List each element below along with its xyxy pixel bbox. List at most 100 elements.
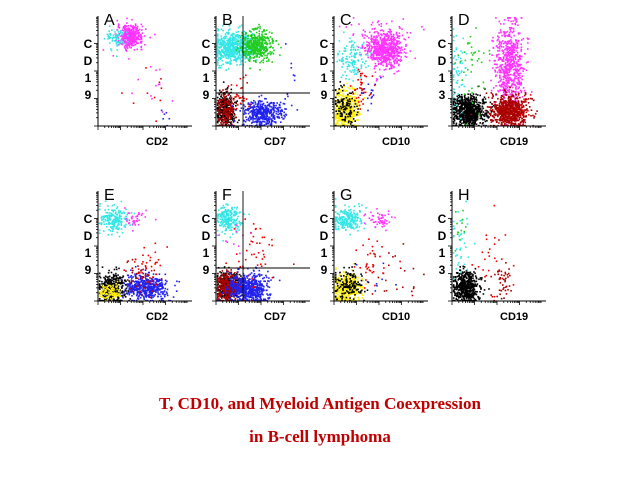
data-point: [353, 96, 356, 98]
data-point: [500, 66, 503, 69]
data-point: [456, 115, 459, 118]
data-point: [388, 47, 391, 49]
data-point: [339, 115, 342, 117]
data-point: [263, 29, 265, 31]
data-point: [109, 36, 112, 39]
data-point: [364, 74, 366, 77]
data-point: [124, 25, 126, 28]
data-point: [388, 52, 390, 55]
data-point: [346, 82, 348, 85]
data-point: [507, 68, 509, 71]
data-point: [254, 39, 257, 41]
data-point: [116, 29, 119, 32]
data-point: [290, 67, 293, 69]
data-point: [258, 112, 260, 114]
data-point: [517, 76, 520, 79]
data-point: [277, 111, 279, 113]
data-point: [219, 39, 221, 42]
data-point: [246, 44, 249, 46]
data-point: [518, 68, 521, 71]
data-point: [388, 58, 391, 60]
data-point: [518, 55, 521, 58]
data-point: [525, 69, 528, 72]
data-point: [136, 48, 139, 51]
data-point: [222, 115, 224, 117]
data-point: [386, 33, 388, 36]
data-point: [389, 55, 391, 57]
data-point: [250, 51, 253, 53]
data-point: [137, 32, 140, 35]
data-point: [508, 62, 511, 65]
data-point: [357, 49, 359, 51]
data-point: [346, 116, 348, 119]
data-point: [341, 121, 343, 123]
data-point: [248, 30, 251, 32]
data-point: [253, 60, 255, 62]
data-point: [256, 118, 259, 121]
data-point: [131, 32, 134, 35]
data-point: [253, 104, 255, 107]
data-point: [249, 45, 251, 48]
data-point: [492, 40, 494, 43]
data-point: [507, 42, 510, 45]
data-point: [364, 50, 366, 52]
data-point: [345, 101, 347, 104]
data-point: [260, 108, 263, 110]
data-point: [384, 55, 387, 57]
data-point: [380, 44, 383, 47]
data-point: [349, 53, 352, 55]
data-point: [248, 54, 251, 57]
data-point: [244, 37, 247, 40]
data-point: [504, 71, 506, 74]
data-point: [235, 102, 238, 105]
data-point: [244, 35, 247, 38]
data-point: [354, 103, 357, 105]
data-point: [266, 56, 268, 59]
data-point: [284, 98, 286, 100]
data-point: [375, 51, 377, 53]
data-point: [266, 112, 268, 115]
data-point: [225, 99, 227, 101]
data-point: [253, 27, 256, 30]
data-point: [254, 101, 257, 103]
data-point: [259, 106, 262, 109]
data-point: [126, 29, 129, 32]
data-point: [231, 123, 233, 125]
data-point: [367, 54, 369, 57]
data-point: [376, 30, 378, 33]
data-point: [494, 71, 497, 73]
data-point: [133, 36, 135, 38]
data-point: [247, 42, 249, 45]
data-point: [226, 61, 229, 63]
data-point: [226, 47, 229, 49]
data-point: [354, 89, 357, 91]
data-point: [217, 29, 219, 32]
data-point: [133, 28, 135, 31]
data-point: [390, 66, 393, 68]
data-point: [390, 62, 392, 64]
data-point: [396, 57, 398, 60]
data-point: [270, 124, 273, 126]
data-point: [226, 32, 229, 34]
data-point: [346, 60, 349, 63]
cluster-blue: [231, 94, 293, 127]
data-point: [510, 73, 512, 76]
data-point: [346, 102, 349, 104]
data-point: [269, 118, 271, 121]
data-point: [118, 40, 121, 42]
data-point: [140, 48, 143, 51]
data-point: [404, 38, 407, 41]
data-point: [219, 58, 222, 61]
data-point: [125, 33, 128, 35]
data-point: [252, 45, 255, 48]
data-point: [134, 40, 136, 42]
data-point: [377, 40, 380, 43]
data-point: [220, 28, 223, 30]
data-point: [124, 32, 127, 34]
data-point: [264, 54, 266, 57]
data-point: [379, 50, 382, 52]
data-point: [226, 98, 229, 100]
data-point: [351, 100, 354, 103]
data-point: [390, 54, 393, 56]
data-point: [477, 85, 480, 88]
